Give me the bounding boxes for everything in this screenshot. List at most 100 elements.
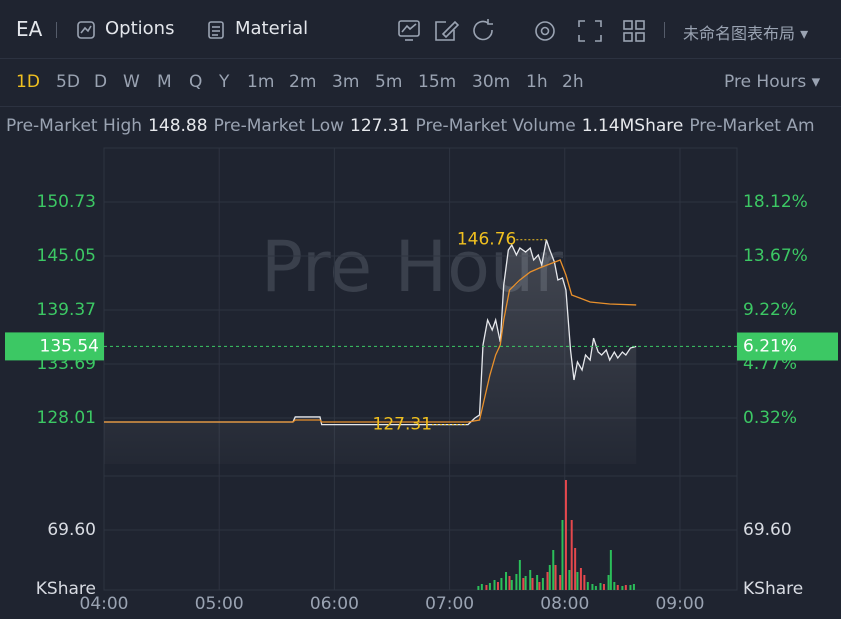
y-tick-label: 145.05 [37, 246, 96, 266]
session-select[interactable]: Pre Hours ▾ [724, 72, 821, 92]
indicator-icon[interactable] [398, 20, 420, 41]
x-tick-label: 04:00 [80, 594, 129, 614]
material-icon [208, 21, 224, 39]
period-button[interactable]: 1D [16, 72, 40, 92]
y-tick-label: 128.01 [37, 408, 96, 428]
y-tick-label: 139.37 [37, 300, 96, 320]
volume-tick-label: 69.60 [47, 520, 96, 540]
period-button[interactable]: M [157, 72, 172, 92]
volume-bar [629, 585, 632, 590]
volume-bar [591, 584, 594, 590]
volume-bar [546, 572, 549, 590]
stat-value: 148.88 [148, 116, 208, 136]
settings-icon[interactable] [535, 21, 555, 41]
period-button[interactable]: 5D [56, 72, 80, 92]
volume-bar [568, 570, 571, 590]
volume-unit: KShare [36, 579, 96, 599]
volume-bar [554, 565, 557, 590]
volume-bar [586, 582, 589, 590]
volume-bar [524, 576, 527, 590]
volume-bar [496, 582, 499, 590]
volume-bar [561, 520, 564, 590]
volume-bar [485, 585, 488, 590]
volume-bar [500, 578, 503, 590]
stat-label: Pre-Market Am [689, 116, 815, 136]
volume-bar [531, 578, 534, 590]
period-button[interactable]: 30m [472, 72, 511, 92]
stat-label: Pre-Market High [6, 116, 143, 136]
last-percent-box [737, 332, 838, 361]
divider [56, 22, 57, 38]
volume-bar [594, 586, 597, 590]
period-bar: 1D 5D D W M Q Y 1m 2m 3m 5m 15m 30m 1h 2h [0, 72, 841, 96]
volume-bar [541, 578, 544, 590]
period-button[interactable]: 1h [526, 72, 548, 92]
volume-bar [536, 575, 539, 590]
volume-bar [518, 560, 521, 590]
low-label: 127.31 [373, 415, 432, 435]
volume-bar [624, 585, 627, 590]
period-button[interactable]: D [94, 72, 108, 92]
material-button[interactable]: Material [235, 18, 309, 39]
stat-label: Pre-Market Volume [415, 116, 576, 136]
fullscreen-icon[interactable] [578, 20, 602, 42]
volume-bar [522, 578, 525, 590]
period-button[interactable]: 3m [332, 72, 360, 92]
volume-bar [609, 550, 612, 590]
reset-icon[interactable] [473, 19, 493, 41]
y2-tick-label: 0.32% [743, 408, 797, 428]
volume-bar [477, 586, 480, 590]
volume-bar [559, 575, 562, 590]
separator [0, 106, 841, 107]
stats-row: Pre-Market High 148.88 Pre-Market Low 127.3… [6, 116, 841, 136]
layout-icon[interactable] [623, 20, 645, 42]
layout-label: 未命名图表布局 [683, 24, 796, 43]
volume-bar [510, 580, 513, 590]
period-button[interactable]: 5m [375, 72, 403, 92]
x-tick-label: 08:00 [540, 594, 589, 614]
session-label: Pre Hours [724, 72, 807, 92]
x-tick-label: 09:00 [655, 594, 704, 614]
tool-icons [398, 19, 645, 42]
volume-bar [579, 568, 582, 590]
volume-bar [613, 582, 616, 590]
volume-bar [564, 480, 567, 590]
period-button[interactable]: 2h [562, 72, 584, 92]
volume-bar [574, 548, 577, 590]
volume-bar [493, 580, 496, 590]
y2-tick-label: 9.22% [743, 300, 797, 320]
layout-name[interactable]: 未命名图表布局 ▾ [683, 24, 809, 43]
volume-bar [607, 575, 610, 590]
volume-bar [552, 550, 555, 590]
period-button[interactable]: Y [219, 72, 230, 92]
period-button[interactable]: 2m [289, 72, 317, 92]
last-percent-label: 6.21% [743, 337, 797, 357]
volume-bar [515, 574, 518, 590]
draw-icon[interactable] [435, 20, 460, 41]
volume-unit: KShare [743, 579, 803, 599]
volume-bar [488, 583, 491, 590]
last-price-box [5, 332, 104, 361]
y2-tick-label: 13.67% [743, 246, 808, 266]
volume-bar [632, 584, 635, 590]
volume-bar [570, 520, 573, 590]
price-line [104, 239, 637, 426]
volume-y2-tick-label: 69.60 [743, 520, 792, 540]
x-tick-label: 07:00 [425, 594, 474, 614]
period-button[interactable]: 15m [418, 72, 457, 92]
period-button[interactable]: W [123, 72, 140, 92]
volume-bar [508, 576, 511, 590]
y2-tick-label: 18.12% [743, 192, 808, 212]
volume-bar [583, 575, 586, 590]
period-button[interactable]: 1m [247, 72, 275, 92]
volume-bar [529, 570, 532, 590]
options-button[interactable]: Options [105, 18, 175, 39]
stat-value: 127.31 [350, 116, 410, 136]
period-button[interactable]: Q [189, 72, 203, 92]
symbol[interactable]: EA [16, 17, 43, 41]
price-line [104, 259, 637, 423]
plot-frame [103, 147, 738, 591]
volume-bar [576, 572, 579, 590]
